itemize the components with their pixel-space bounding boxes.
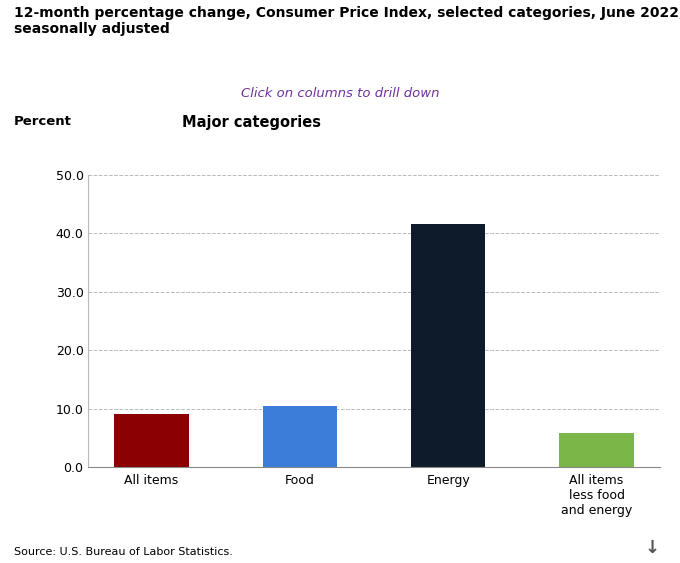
Text: Click on columns to drill down: Click on columns to drill down — [241, 87, 439, 100]
Bar — [114, 414, 188, 467]
Text: Major categories: Major categories — [182, 115, 321, 131]
Bar — [560, 433, 634, 467]
Text: ↓: ↓ — [645, 539, 660, 557]
Text: Source: U.S. Bureau of Labor Statistics.: Source: U.S. Bureau of Labor Statistics. — [14, 547, 233, 557]
Text: 12-month percentage change, Consumer Price Index, selected categories, June 2022: 12-month percentage change, Consumer Pri… — [14, 6, 680, 36]
Bar — [411, 224, 486, 467]
Text: Percent: Percent — [14, 115, 71, 128]
Bar — [262, 406, 337, 467]
